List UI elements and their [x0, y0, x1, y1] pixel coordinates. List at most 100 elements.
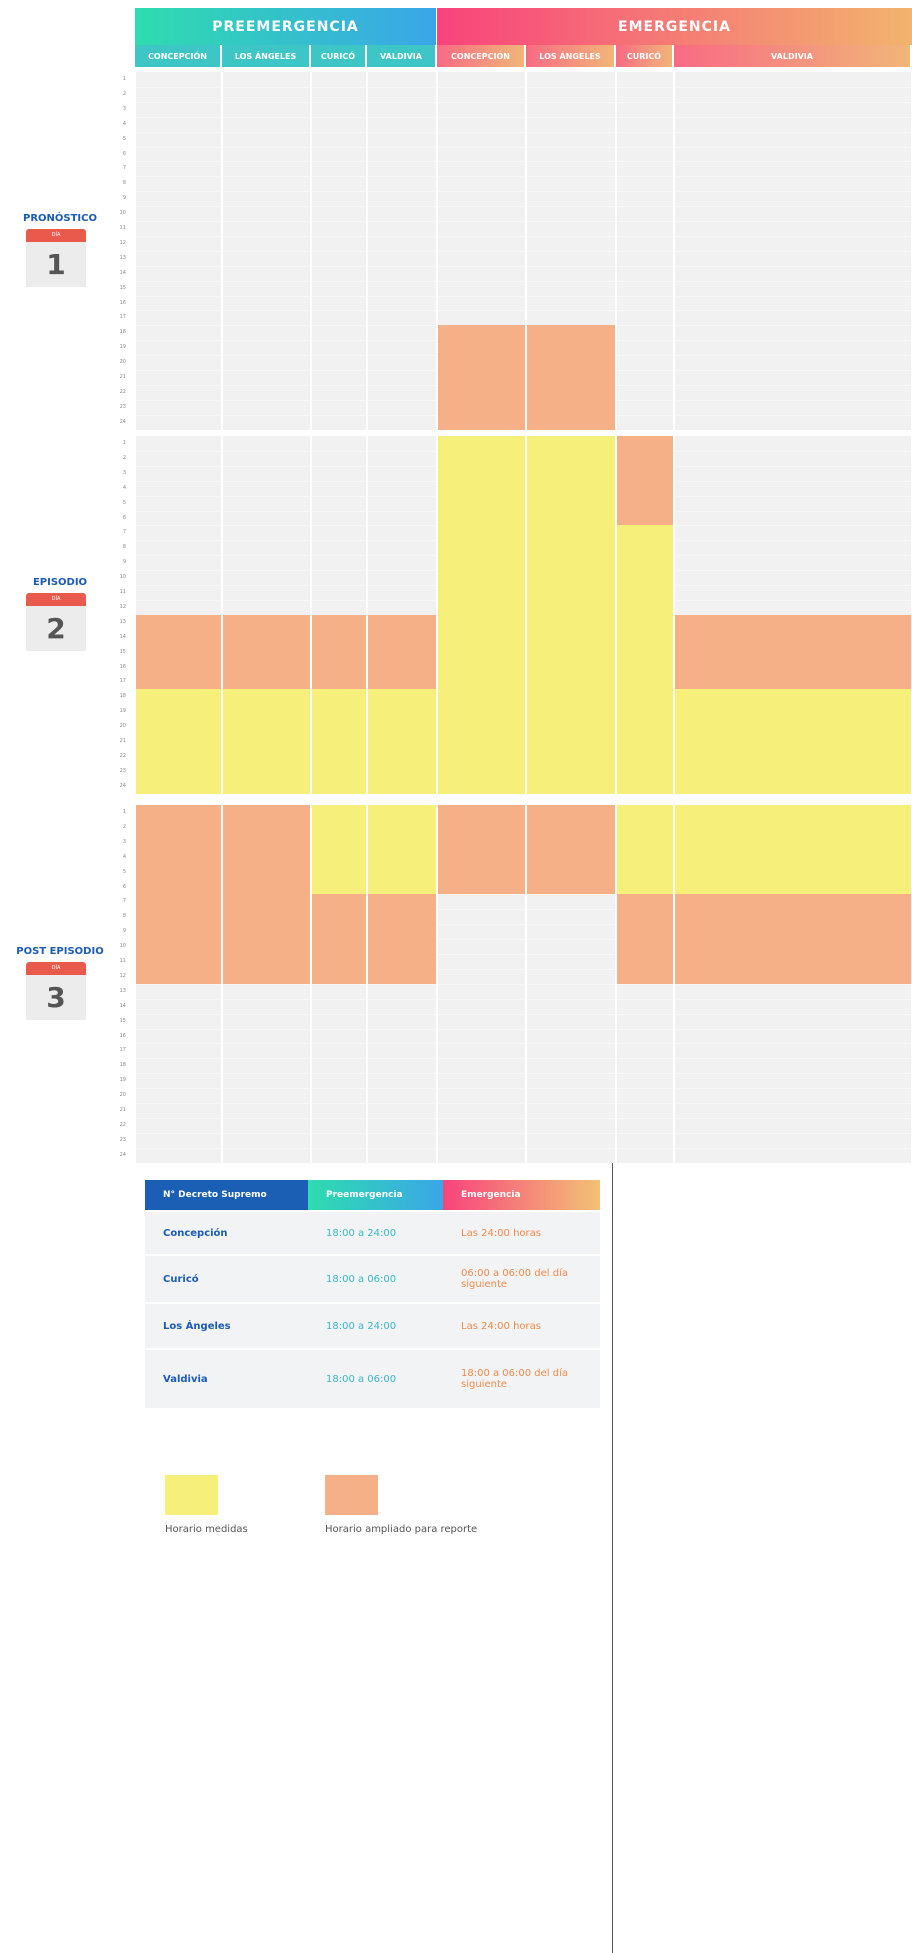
- column-header: CONCEPCIÓN: [437, 45, 526, 67]
- hour-label: 8: [122, 544, 126, 551]
- column-header: LOS ÁNGELES: [222, 45, 311, 67]
- hour-label: 8: [122, 913, 126, 920]
- hour-label: 23: [119, 403, 126, 410]
- time-block: [135, 805, 222, 984]
- hour-label: 14: [119, 633, 126, 640]
- time-block: [437, 325, 526, 430]
- row-line: [135, 1043, 912, 1045]
- row-line: [135, 983, 912, 985]
- column-line: [134, 805, 136, 1163]
- calendar-top: DÍA: [26, 961, 86, 975]
- row-line: [135, 1073, 912, 1075]
- column-header: VALDIVIA: [674, 45, 912, 67]
- hour-label: 11: [119, 589, 126, 595]
- time-block: [616, 525, 674, 794]
- hour-label: 5: [122, 499, 126, 506]
- time-block: [135, 689, 222, 794]
- time-block: [222, 689, 311, 794]
- table-cell: 06:00 a 06:00 del día siguiente: [443, 1256, 600, 1304]
- row-line: [135, 939, 912, 941]
- time-block: [222, 805, 311, 984]
- hour-label: 1: [122, 440, 126, 446]
- time-block: [674, 689, 912, 794]
- hour-label: 20: [119, 1092, 126, 1099]
- hour-label: 12: [119, 603, 126, 610]
- column-line: [310, 72, 312, 430]
- time-block: [674, 894, 912, 984]
- time-block: [616, 436, 674, 526]
- hour-label: 10: [119, 574, 126, 581]
- hour-label: 17: [119, 678, 126, 685]
- hour-label: 8: [122, 180, 126, 187]
- row-line: [135, 221, 912, 222]
- column-line: [221, 436, 223, 794]
- hour-label: 19: [119, 708, 126, 715]
- column-line: [615, 436, 617, 794]
- table-cell: 18:00 a 24:00: [308, 1304, 443, 1350]
- row-line: [135, 176, 912, 178]
- hour-label: 3: [122, 838, 126, 845]
- hour-label: 9: [122, 928, 126, 935]
- column-header: CURICÓ: [616, 45, 674, 67]
- table-cell: Las 24:00 horas: [443, 1304, 600, 1350]
- time-block: [222, 614, 311, 690]
- day-label: PRONÓSTICO: [23, 212, 97, 224]
- column-header: LOS ÁNGELES: [526, 45, 616, 67]
- row-line: [135, 235, 912, 237]
- column-line: [525, 805, 527, 1163]
- column-line: [310, 805, 312, 1163]
- hour-label: 7: [122, 898, 126, 905]
- hour-label: 6: [122, 514, 126, 521]
- column-line: [673, 436, 675, 794]
- column-line: [134, 436, 136, 794]
- hour-label: 3: [122, 469, 126, 476]
- column-header: CURICÓ: [311, 45, 367, 67]
- hour-label: 21: [119, 374, 126, 380]
- hour-label: 18: [119, 329, 126, 336]
- hour-label: 7: [122, 165, 126, 172]
- hour-label: 5: [122, 135, 126, 142]
- time-block: [367, 894, 437, 984]
- time-block: [311, 614, 367, 690]
- column-line: [436, 805, 438, 1163]
- row-line: [135, 1088, 912, 1090]
- row-line: [135, 131, 912, 133]
- calendar-top: DÍA: [26, 592, 86, 606]
- table-cell: Las 24:00 horas: [443, 1212, 600, 1256]
- column-line: [221, 805, 223, 1163]
- row-line: [135, 1058, 912, 1060]
- hour-label: 1: [122, 76, 126, 82]
- row-line: [135, 161, 912, 163]
- hour-label: 23: [119, 767, 126, 774]
- column-line: [366, 805, 368, 1163]
- row-line: [135, 265, 912, 267]
- legend-swatch: [165, 1475, 218, 1515]
- hour-label: 23: [119, 1136, 126, 1143]
- time-block: [311, 894, 367, 984]
- row-line: [135, 924, 912, 926]
- hour-label: 20: [119, 723, 126, 730]
- hour-label: 10: [119, 210, 126, 217]
- time-block: [367, 805, 437, 895]
- hour-label: 15: [119, 648, 126, 655]
- hour-label: 24: [119, 418, 126, 425]
- hour-label: 18: [119, 1062, 126, 1069]
- column-line: [134, 72, 136, 430]
- calendar-top: DÍA: [26, 228, 86, 242]
- hour-label: 13: [119, 618, 126, 625]
- column-line: [221, 72, 223, 430]
- hour-label: 16: [119, 1032, 126, 1039]
- row-line: [135, 116, 912, 118]
- time-block: [367, 614, 437, 690]
- hour-label: 22: [119, 1121, 126, 1128]
- hour-label: 22: [119, 752, 126, 759]
- hour-label: 3: [122, 105, 126, 112]
- hour-label: 18: [119, 693, 126, 700]
- hour-label: 6: [122, 883, 126, 890]
- row-line: [135, 86, 912, 88]
- time-block: [674, 614, 912, 690]
- table-cell: Valdivia: [145, 1350, 308, 1410]
- row-line: [135, 909, 912, 911]
- time-block: [526, 325, 616, 430]
